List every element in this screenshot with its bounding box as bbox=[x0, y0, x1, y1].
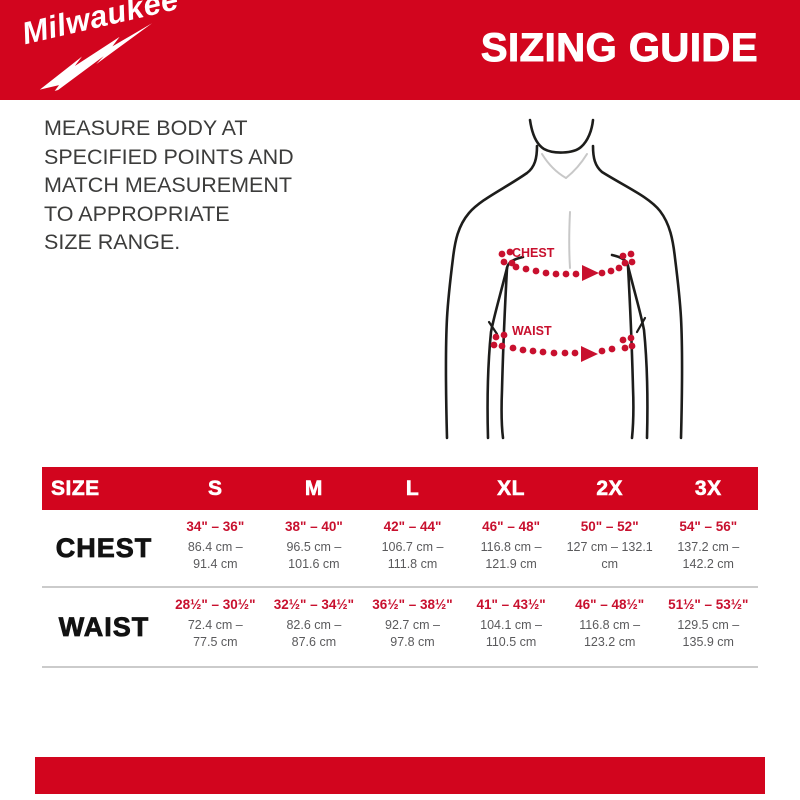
cm-range: 121.9 cm bbox=[485, 556, 537, 571]
row-label-chest: CHEST bbox=[55, 532, 153, 563]
intro-line: SIZE RANGE. bbox=[44, 230, 181, 254]
footer-bar bbox=[35, 757, 765, 794]
inches-range: 50" – 52" bbox=[580, 519, 639, 534]
chest-cell-s: 34" – 36" 86.4 cm – 91.4 cm bbox=[166, 510, 265, 586]
cm-range: 72.4 cm – bbox=[187, 618, 243, 632]
waist-cell-3x: 51½" – 53½" 129.5 cm – 135.9 cm bbox=[659, 588, 758, 666]
col-header-3x: 3X bbox=[694, 476, 722, 500]
cm-range: 86.4 cm – bbox=[187, 540, 243, 554]
chest-measure-line bbox=[498, 248, 636, 281]
inches-range: 34" – 36" bbox=[186, 519, 245, 534]
page-title: SIZING GUIDE bbox=[480, 26, 758, 71]
chest-label: CHEST bbox=[512, 246, 555, 260]
inches-range: 41" – 43½" bbox=[476, 597, 546, 612]
col-header-2x: 2X bbox=[596, 476, 624, 500]
inches-range: 46" – 48" bbox=[482, 519, 540, 534]
milwaukee-logo: Milwaukee® bbox=[19, 0, 200, 95]
inches-range: 36½" – 38½" bbox=[372, 597, 453, 612]
waist-cell-l: 36½" – 38½" 92.7 cm – 97.8 cm bbox=[363, 588, 462, 666]
cm-range: 87.6 cm bbox=[291, 634, 337, 649]
intro-line: MATCH MEASUREMENT bbox=[44, 173, 293, 197]
waist-cell-m: 32½" – 34½" 82.6 cm – 87.6 cm bbox=[265, 588, 364, 666]
waist-arrow-icon bbox=[581, 346, 598, 362]
col-header-s: S bbox=[208, 476, 223, 500]
cm-range: cm bbox=[601, 556, 618, 571]
cm-range: 116.8 cm – bbox=[579, 618, 641, 632]
header-bar: Milwaukee® SIZING GUIDE bbox=[0, 0, 800, 100]
torso-measurement-illustration: CHEST WAIST bbox=[444, 118, 684, 440]
cm-range: 92.7 cm – bbox=[385, 618, 440, 632]
table-row-chest: CHEST 34" – 36" 86.4 cm – 91.4 cm 38" – … bbox=[42, 510, 758, 588]
cm-range: 129.5 cm – bbox=[677, 618, 740, 632]
lightning-bolt-icon bbox=[39, 23, 153, 95]
col-header-m: M bbox=[304, 476, 323, 500]
inches-range: 46" – 48½" bbox=[575, 597, 645, 612]
waist-cell-xl: 41" – 43½" 104.1 cm – 110.5 cm bbox=[462, 588, 561, 666]
intro-line: SPECIFIED POINTS AND bbox=[44, 144, 294, 169]
cm-range: 104.1 cm – bbox=[480, 618, 542, 632]
cm-range: 135.9 cm bbox=[682, 634, 734, 649]
size-table-header: SIZE S M L XL 2X 3X bbox=[42, 467, 758, 510]
collarbone-sternum-lines bbox=[541, 153, 588, 269]
inches-range: 51½" – 53½" bbox=[668, 597, 749, 612]
cm-range: 77.5 cm bbox=[193, 634, 238, 649]
col-header-l: L bbox=[405, 476, 420, 500]
chest-cell-m: 38" – 40" 96.5 cm – 101.6 cm bbox=[265, 510, 364, 586]
col-header-xl: XL bbox=[497, 476, 525, 500]
chest-arrow-icon bbox=[582, 265, 599, 281]
chest-cell-xl: 46" – 48" 116.8 cm – 121.9 cm bbox=[462, 510, 561, 586]
waist-measure-line bbox=[490, 331, 636, 362]
chest-cell-l: 42" – 44" 106.7 cm – 111.8 cm bbox=[363, 510, 462, 586]
waist-cell-s: 28½" – 30½" 72.4 cm – 77.5 cm bbox=[166, 588, 265, 666]
col-header-size: SIZE bbox=[51, 476, 100, 500]
cm-range: 106.7 cm – bbox=[381, 540, 444, 554]
intro-line: TO APPROPRIATE bbox=[44, 201, 230, 226]
body-outline bbox=[444, 118, 684, 440]
cm-range: 116.8 cm – bbox=[480, 540, 542, 554]
intro-copy: MEASURE BODY AT SPECIFIED POINTS AND MAT… bbox=[44, 114, 294, 257]
cm-range: 111.8 cm bbox=[387, 556, 438, 571]
chest-cell-2x: 50" – 52" 127 cm – 132.1 cm bbox=[560, 510, 659, 586]
table-row-waist: WAIST 28½" – 30½" 72.4 cm – 77.5 cm 32½"… bbox=[42, 588, 758, 668]
cm-range: 82.6 cm – bbox=[286, 618, 342, 632]
inches-range: 42" – 44" bbox=[383, 519, 442, 534]
inches-range: 54" – 56" bbox=[679, 519, 738, 534]
size-table: SIZE S M L XL 2X 3X CHEST 34" – 36" 86.4… bbox=[42, 467, 758, 668]
inches-range: 32½" – 34½" bbox=[273, 597, 355, 612]
chest-cell-3x: 54" – 56" 137.2 cm – 142.2 cm bbox=[659, 510, 758, 586]
inches-range: 28½" – 30½" bbox=[175, 597, 256, 612]
cm-range: 110.5 cm bbox=[485, 634, 537, 649]
cm-range: 101.6 cm bbox=[288, 556, 340, 571]
cm-range: 142.2 cm bbox=[682, 556, 734, 571]
waist-label: WAIST bbox=[512, 324, 552, 338]
cm-range: 97.8 cm bbox=[390, 634, 435, 649]
intro-line: MEASURE BODY AT bbox=[44, 116, 248, 140]
cm-range: 123.2 cm bbox=[583, 634, 636, 649]
cm-range: 127 cm – 132.1 bbox=[566, 540, 653, 554]
cm-range: 137.2 cm – bbox=[677, 540, 740, 554]
cm-range: 91.4 cm bbox=[193, 556, 238, 571]
row-label-waist: WAIST bbox=[58, 611, 150, 642]
waist-cell-2x: 46" – 48½" 116.8 cm – 123.2 cm bbox=[560, 588, 659, 666]
cm-range: 96.5 cm – bbox=[286, 540, 342, 554]
inches-range: 38" – 40" bbox=[284, 519, 343, 534]
